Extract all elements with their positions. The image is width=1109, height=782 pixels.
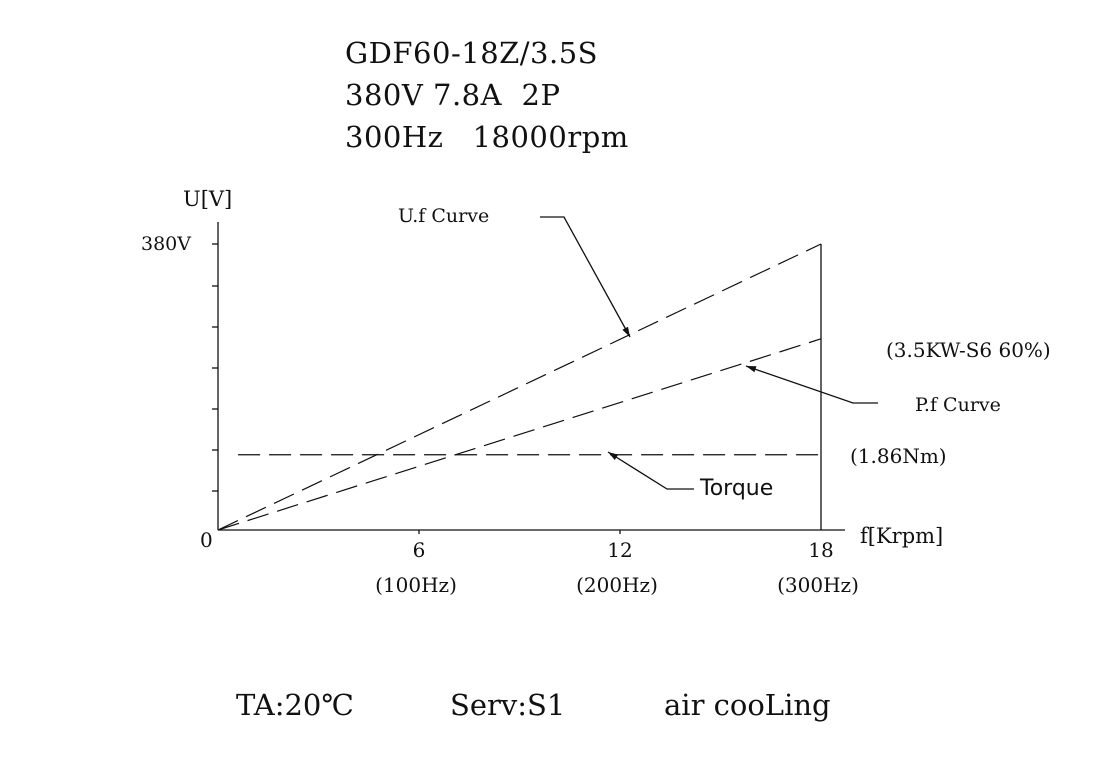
model-title: GDF60-18Z/3.5S [345,36,599,70]
arrow-head [608,452,619,461]
curves [217,243,822,531]
y-max-label: 380V [141,233,191,255]
origin-label: 0 [200,528,213,552]
uf-curve-line [217,243,822,531]
torque-leader [607,451,694,490]
power-annotation: (3.5KW-S6 60%) [886,338,1051,362]
pf-curve-label: P.f Curve [915,394,1001,416]
x-tick-label: 18 [808,538,833,562]
voltage-current-poles: 380V 7.8A 2P [345,78,561,112]
torque-annotation: (1.86Nm) [850,444,947,468]
leader-lines [540,216,878,490]
axes [217,222,845,531]
arrow-head [746,366,757,373]
y-axis-label: U[V] [183,187,232,211]
frequency-speed: 300Hz 18000rpm [345,120,629,154]
cooling-method: air cooLing [664,688,831,722]
x-tick-sublabel: (300Hz) [777,573,859,597]
arrow-head [622,326,630,337]
ambient-temperature: TA:20℃ [236,688,354,722]
pf-curve-line [217,338,822,531]
x-axis-label: f[Krpm] [860,524,943,548]
torque-label: Torque [699,476,773,501]
uf-curve-label: U.f Curve [398,205,489,227]
x-tick-sublabel: (100Hz) [375,573,457,597]
x-tick-sublabel: (200Hz) [576,573,658,597]
pf-leader [745,365,878,404]
service-duty: Serv:S1 [450,688,566,722]
x-tick-label: 6 [413,538,426,562]
uf-leader [540,216,631,338]
y-axis-minor-ticks [212,243,621,534]
x-tick-label: 12 [607,538,632,562]
labels: 6 (100Hz) 12 (200Hz) 18 (300Hz) U[V] 380V 0 f[Krp… [141,187,1051,597]
